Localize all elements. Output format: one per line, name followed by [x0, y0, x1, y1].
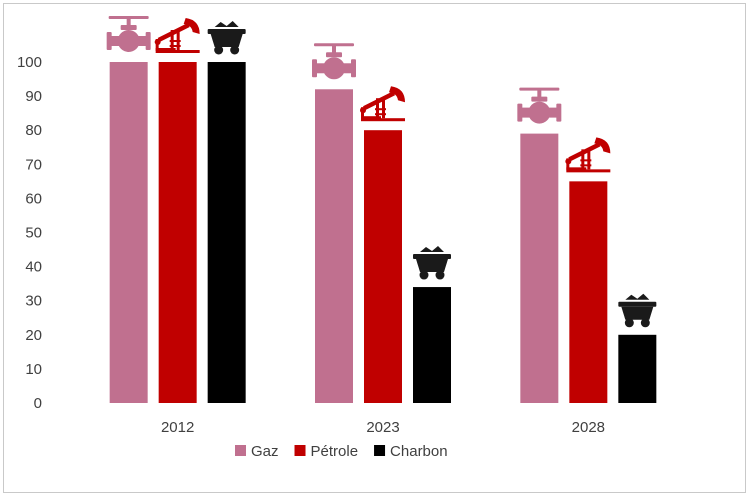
- oil-pump-icon: [565, 137, 611, 173]
- bar-gaz-2012: [109, 62, 148, 403]
- coal-cart-icon: [207, 21, 246, 55]
- gas-valve-icon: [312, 43, 356, 80]
- legend-swatch-gaz: [235, 445, 246, 456]
- bar-pétrole-2028: [569, 181, 608, 403]
- legend-label: Charbon: [390, 443, 448, 460]
- gas-valve-icon: [517, 87, 562, 124]
- legend-swatch-charbon: [374, 445, 386, 456]
- coal-cart-icon: [618, 293, 657, 328]
- y-tick-label: 80: [25, 122, 42, 139]
- bar-pétrole-2012: [158, 62, 197, 403]
- y-tick-label: 50: [25, 225, 42, 242]
- legend-label: Pétrole: [311, 443, 359, 460]
- y-tick-label: 10: [25, 361, 42, 378]
- x-tick-label: 2012: [161, 419, 194, 436]
- y-tick-label: 20: [25, 327, 42, 344]
- y-tick-label: 30: [25, 293, 42, 310]
- legend: Gaz Pétrole Charbon: [235, 443, 448, 460]
- bars-layer: [109, 62, 657, 404]
- y-tick-label: 70: [25, 156, 42, 173]
- y-tick-label: 90: [25, 88, 42, 105]
- oil-pump-icon: [360, 86, 405, 122]
- bar-gaz-2023: [315, 89, 353, 403]
- y-tick-label: 0: [34, 395, 42, 412]
- y-tick-label: 60: [25, 190, 42, 207]
- x-tick-label: 2028: [572, 419, 605, 436]
- legend-swatch-pétrole: [294, 445, 306, 456]
- bar-charbon-2023: [413, 287, 451, 403]
- y-axis: 0 10 20 30 40 50 60 70 80 90 100: [17, 54, 42, 412]
- legend-label: Gaz: [251, 443, 279, 460]
- y-tick-label: 40: [25, 259, 42, 276]
- coal-cart-icon: [413, 246, 451, 280]
- bar-charbon-2012: [207, 62, 246, 403]
- gas-valve-icon: [106, 16, 151, 52]
- bar-charbon-2028: [618, 334, 657, 403]
- x-tick-label: 2023: [366, 419, 399, 436]
- y-tick-label: 100: [17, 54, 42, 71]
- oil-pump-icon: [154, 18, 200, 53]
- x-axis: 2012 2023 2028: [161, 419, 605, 436]
- bar-gaz-2028: [520, 133, 559, 404]
- bar-pétrole-2023: [364, 130, 402, 403]
